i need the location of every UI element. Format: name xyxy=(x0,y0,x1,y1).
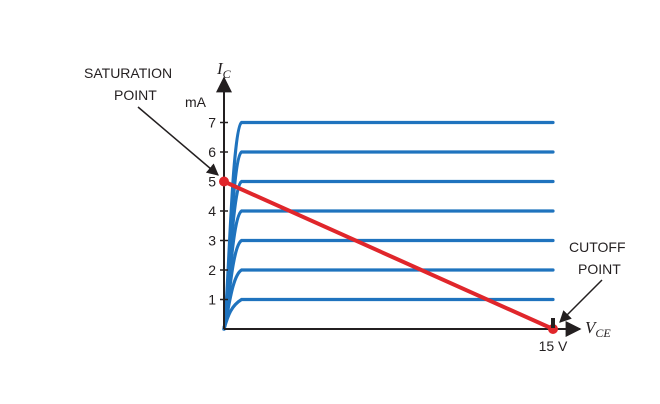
y-tick-label-1: 1 xyxy=(208,292,216,308)
y-tick-label-7: 7 xyxy=(208,115,216,131)
cutoff-point xyxy=(548,324,558,334)
y-tick-label-4: 4 xyxy=(208,203,216,219)
collector-curve-1 xyxy=(222,297,555,331)
collector-curves xyxy=(222,120,555,331)
saturation-arrow xyxy=(137,106,219,176)
cutoff-label-line1: CUTOFF xyxy=(569,239,626,255)
y-tick-label-6: 6 xyxy=(208,144,216,160)
load-line-group xyxy=(219,176,558,334)
cutoff-label-line2: POINT xyxy=(578,261,621,277)
saturation-label-line1: SATURATION xyxy=(84,65,172,81)
x-axis-symbol: VCE xyxy=(585,318,611,340)
y-tick-label-5: 5 xyxy=(208,174,216,190)
x-tick-label-15v: 15 V xyxy=(539,338,568,354)
saturation-label-line2: POINT xyxy=(114,87,157,103)
y-axis-unit: mA xyxy=(185,94,207,110)
collector-curve-7 xyxy=(222,120,555,331)
y-axis-symbol: IC xyxy=(216,59,232,81)
y-ticks: 1 2 3 4 5 6 7 xyxy=(208,115,228,308)
saturation-point xyxy=(219,176,229,187)
dc-load-line xyxy=(222,179,555,331)
y-tick-label-3: 3 xyxy=(208,233,216,249)
y-tick-label-2: 2 xyxy=(208,262,216,278)
cutoff-arrow xyxy=(559,279,603,323)
